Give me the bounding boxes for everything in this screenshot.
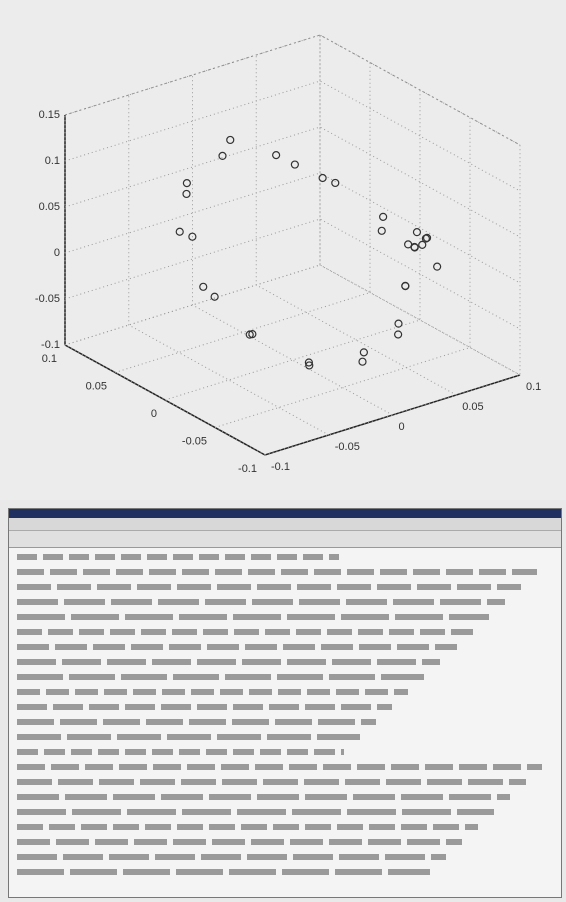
menu-bar[interactable] xyxy=(9,518,561,531)
point xyxy=(318,173,327,183)
chart: -0.1 -0.05 0 0.05 0.1 0.15 -0.1 -0.05 0 0.05 0.1 -0… xyxy=(0,0,566,500)
y-tick-label: -0.05 xyxy=(335,441,360,453)
grid-line xyxy=(164,90,421,401)
text-line xyxy=(17,749,344,755)
point xyxy=(226,135,235,145)
text-line xyxy=(17,614,489,620)
point xyxy=(418,240,427,249)
text-line xyxy=(17,704,393,710)
z-tick-label: 0.05 xyxy=(39,201,60,213)
point xyxy=(218,151,227,160)
text-line xyxy=(17,644,457,650)
point xyxy=(394,330,403,339)
point xyxy=(188,232,197,241)
grid-line xyxy=(319,35,521,376)
z-tick-label: -0.05 xyxy=(35,293,60,305)
title-bar xyxy=(9,509,561,518)
point xyxy=(401,282,410,291)
point xyxy=(290,160,299,169)
z-tick-label: -0.1 xyxy=(41,339,60,351)
point xyxy=(175,227,184,236)
grid-line xyxy=(192,75,393,416)
point xyxy=(182,179,191,188)
toolbar[interactable] xyxy=(9,531,561,548)
point xyxy=(210,292,219,301)
point xyxy=(359,348,368,357)
point xyxy=(248,330,257,339)
point xyxy=(305,361,314,370)
text-line xyxy=(17,854,446,860)
z-tick-label: 0.1 xyxy=(45,155,60,167)
grid-line xyxy=(255,55,457,396)
text-line xyxy=(17,659,441,665)
app-window xyxy=(8,508,562,898)
text-line xyxy=(17,719,377,725)
text-line xyxy=(17,734,361,740)
point xyxy=(199,282,208,291)
text-line xyxy=(17,599,505,605)
point xyxy=(358,357,367,366)
grid-line xyxy=(264,145,521,456)
point xyxy=(412,228,422,237)
text-area xyxy=(9,548,561,890)
point xyxy=(304,358,313,367)
text-line xyxy=(17,674,425,680)
z-tick-label: 0.15 xyxy=(39,109,60,121)
text-line xyxy=(17,839,462,845)
y-tick-label: 0.1 xyxy=(526,381,541,393)
point xyxy=(404,240,413,249)
grid-line xyxy=(128,95,329,436)
x-tick-label: 0 xyxy=(151,408,157,420)
point xyxy=(394,319,403,328)
text-line xyxy=(17,629,473,635)
point xyxy=(379,212,388,221)
text-line xyxy=(17,554,339,560)
y-tick-label: 0.05 xyxy=(462,401,483,413)
point xyxy=(377,226,386,235)
point xyxy=(331,178,340,188)
x-tick-label: 0.1 xyxy=(42,353,57,365)
text-line xyxy=(17,824,478,830)
text-line xyxy=(17,809,495,815)
point xyxy=(410,243,419,252)
point xyxy=(182,189,191,199)
y-tick-label: 0 xyxy=(399,421,405,433)
point xyxy=(433,262,442,271)
text-line xyxy=(17,869,430,875)
grid-line xyxy=(114,62,371,373)
point xyxy=(272,151,281,160)
text-line xyxy=(17,764,543,770)
text-line xyxy=(17,584,521,590)
x-tick-label: -0.05 xyxy=(182,435,207,447)
chart-background xyxy=(0,0,566,500)
grid-line xyxy=(214,117,471,428)
point xyxy=(422,233,432,242)
z-tick-label: 0 xyxy=(54,247,60,259)
x-tick-label: -0.1 xyxy=(238,463,257,475)
grid-line xyxy=(64,35,321,346)
text-line xyxy=(17,689,409,695)
y-tick-label: -0.1 xyxy=(271,461,290,473)
grid-line xyxy=(64,115,266,456)
text-line xyxy=(17,779,527,785)
text-line xyxy=(17,794,511,800)
text-line xyxy=(17,569,537,575)
x-tick-label: 0.05 xyxy=(86,380,107,392)
